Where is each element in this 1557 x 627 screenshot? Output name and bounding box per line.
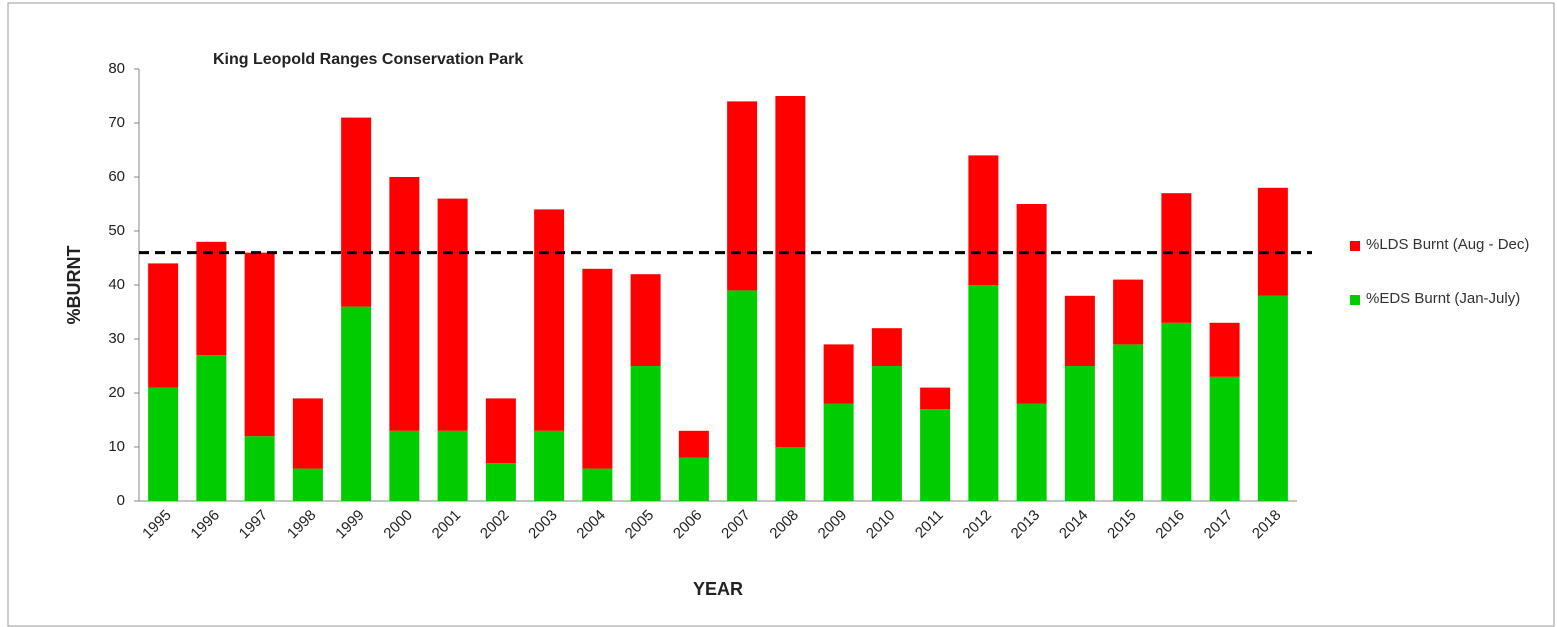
bar-segment [244,436,275,501]
bar-segment [341,117,372,307]
bar-segment [1209,322,1240,377]
x-tick-label: 1999 [332,507,368,543]
bar-segment [1113,279,1144,345]
bar-segment [292,468,323,501]
bar-segment [389,430,420,501]
bar-segment [871,328,902,366]
x-tick-label: 1996 [187,507,223,543]
x-tick-label: 2007 [718,507,754,543]
y-tick-label: 10 [108,438,125,455]
bar-segment [196,241,227,356]
bar-segment [437,430,468,501]
bar-segment [823,344,854,404]
bar-segment [292,398,323,469]
x-tick-label: 2012 [959,507,995,543]
x-tick-label: 1997 [236,507,272,543]
bar-segment [534,209,565,431]
x-tick-label: 2013 [1008,507,1044,543]
bar-segment [1161,193,1192,323]
bar-segment [775,96,806,447]
bar-segment [389,177,420,431]
bar-segment [485,398,516,464]
frame [7,2,1555,627]
y-tick-label: 40 [108,276,125,293]
bar-segment [485,463,516,501]
y-tick-label: 0 [117,492,125,509]
x-tick-label: 1998 [284,507,320,543]
legend-swatch [1350,241,1360,251]
bar-segment [437,198,468,431]
y-tick-label: 60 [108,168,125,185]
y-tick-label: 80 [108,60,125,77]
x-tick-label: 2010 [863,507,899,543]
bar-segment [1161,322,1192,501]
bar-segment [920,409,951,501]
bar-segment [630,366,661,501]
x-tick-label: 2016 [1152,507,1188,543]
x-tick-label: 2008 [766,507,802,543]
bar-segment [196,355,227,501]
bar-segment [1209,376,1240,501]
bar-segment [968,285,999,501]
bar-segment [1257,187,1288,296]
bar-segment [1064,295,1095,366]
bar-segment [920,387,951,410]
bar-segment [871,366,902,501]
legend-label: %EDS Burnt (Jan-July) [1366,290,1521,307]
x-tick-label: 2002 [477,507,513,543]
bar-segment [534,430,565,501]
x-tick-label: 2017 [1201,507,1237,543]
x-tick-label: 2015 [1104,507,1140,543]
bar-segment [148,263,179,388]
x-tick-label: 2001 [429,507,465,543]
legend-swatch [1350,295,1360,305]
bar-segment [1113,344,1144,501]
x-tick-label: 1995 [139,507,175,543]
x-tick-label: 2005 [622,507,658,543]
bar-segment [727,290,758,501]
bar-segment [775,447,806,501]
x-tick-label: 2009 [815,507,851,543]
bar-segment [678,430,709,458]
bar-segment [727,101,758,291]
chart-title: King Leopold Ranges Conservation Park [213,51,523,68]
y-axis-label: %BURNT [64,245,84,324]
x-tick-label: 2004 [573,507,609,543]
bar-segment [968,155,999,285]
bar-segment [1016,403,1047,501]
x-tick-label: 2011 [912,507,947,542]
legend-label: %LDS Burnt (Aug - Dec) [1366,236,1530,253]
bar-segment [582,268,613,469]
x-tick-label: 2006 [670,507,706,543]
bar-segment [678,457,709,501]
y-tick-label: 20 [108,384,125,401]
bar-segment [148,387,179,501]
x-axis-label: YEAR [693,579,743,599]
bar-segment [1257,295,1288,501]
y-tick-label: 50 [108,222,125,239]
y-tick-label: 30 [108,330,125,347]
bar-segment [341,306,372,501]
bar-segment [244,252,275,437]
bar-segment [630,274,661,366]
x-tick-label: 2018 [1249,507,1285,543]
bar-segment [1064,366,1095,501]
y-tick-label: 70 [108,114,125,131]
x-tick-label: 2000 [380,507,416,543]
bar-segment [582,468,613,501]
bar-segment [1016,204,1047,404]
bar-segment [823,403,854,501]
x-tick-label: 2014 [1056,507,1092,543]
x-tick-label: 2003 [525,507,561,543]
